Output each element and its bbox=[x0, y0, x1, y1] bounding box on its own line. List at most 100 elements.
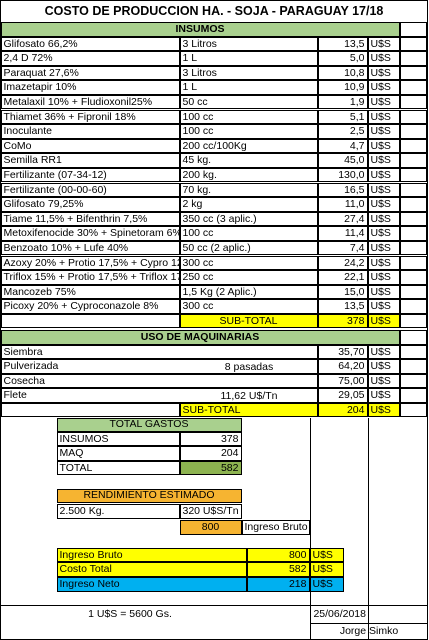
item-unit: U$S bbox=[367, 255, 400, 271]
empty-cell bbox=[399, 284, 427, 300]
empty-cell bbox=[399, 36, 427, 52]
item-unit: U$S bbox=[367, 124, 400, 139]
machine-value: 75,00 bbox=[317, 373, 368, 389]
machine-name: Cosecha bbox=[0, 373, 318, 389]
item-name: Fertilizante (00-00-60) bbox=[0, 182, 180, 198]
total-value: 378 bbox=[179, 431, 242, 447]
item-unit: U$S bbox=[367, 80, 400, 95]
exchange-rate: 1 U$S = 5600 Gs. bbox=[88, 608, 172, 621]
empty-cell bbox=[399, 313, 427, 329]
item-value: 24,2 bbox=[317, 255, 368, 271]
empty-cell bbox=[399, 94, 427, 110]
item-unit: U$S bbox=[367, 153, 400, 168]
subtotal-label: SUB-TOTAL bbox=[179, 402, 318, 418]
item-value: 11,4 bbox=[317, 226, 368, 241]
item-qty: 200 kg. bbox=[179, 167, 318, 183]
border bbox=[0, 0, 428, 1]
empty-cell bbox=[399, 299, 427, 314]
summary-label: Ingreso Neto bbox=[56, 577, 247, 592]
machine-unit: U$S bbox=[367, 388, 400, 403]
item-value: 2,5 bbox=[317, 124, 368, 139]
subtotal-unit: U$S bbox=[367, 402, 400, 418]
empty-cell bbox=[399, 344, 427, 360]
empty-cell bbox=[399, 240, 427, 256]
empty-cell bbox=[399, 388, 427, 403]
machine-name: Flete bbox=[0, 388, 318, 403]
empty-cell bbox=[399, 80, 427, 95]
empty-cell bbox=[399, 402, 427, 418]
item-qty: 250 cc bbox=[179, 270, 318, 285]
title: COSTO DE PRODUCCION HA. - SOJA - PARAGUA… bbox=[44, 3, 384, 18]
machine-name: Pulverizada bbox=[0, 359, 318, 374]
item-qty: 300 cc bbox=[179, 255, 318, 271]
grid-line bbox=[310, 418, 311, 640]
section-header: RENDIMIENTO ESTIMADO bbox=[56, 488, 242, 503]
item-qty: 70 kg. bbox=[179, 182, 318, 198]
item-value: 11,0 bbox=[317, 197, 368, 212]
total-label: MAQ bbox=[56, 446, 180, 461]
total-value: 204 bbox=[179, 446, 242, 461]
item-qty: 2 kg bbox=[179, 197, 318, 212]
summary-unit: U$S bbox=[309, 547, 344, 563]
summary-unit: U$S bbox=[309, 562, 344, 578]
summary-label: Costo Total bbox=[56, 562, 247, 578]
item-qty: 3 Litros bbox=[179, 36, 318, 52]
item-name: CoMo bbox=[0, 138, 180, 154]
item-qty: 50 cc bbox=[179, 94, 318, 110]
section-header: USO DE MAQUINARIAS bbox=[0, 329, 400, 345]
machine-value: 64,20 bbox=[317, 359, 368, 374]
item-value: 45,0 bbox=[317, 153, 368, 168]
empty-cell bbox=[399, 109, 427, 125]
subtotal-value: 204 bbox=[317, 402, 368, 418]
item-qty: 1,5 Kg (2 Aplic.) bbox=[179, 284, 318, 300]
date: 25/06/2018 bbox=[313, 608, 366, 621]
item-unit: U$S bbox=[367, 138, 400, 154]
total-label: TOTAL bbox=[56, 460, 180, 476]
item-value: 15,0 bbox=[317, 284, 368, 300]
empty-cell bbox=[0, 313, 180, 329]
price: 320 U$S/Tn bbox=[179, 503, 242, 519]
item-value: 13,5 bbox=[317, 36, 368, 52]
result-label: Ingreso Bruto bbox=[241, 519, 310, 535]
grid-line bbox=[310, 623, 428, 624]
item-qty: 350 cc (3 aplic.) bbox=[179, 211, 318, 227]
summary-unit: U$S bbox=[309, 577, 344, 592]
item-qty: 50 cc (2 aplic.) bbox=[179, 240, 318, 256]
item-name: Metalaxil 10% + Fludioxonil25% bbox=[0, 94, 180, 110]
item-name: Azoxy 20% + Protio 17,5% + Cypro 12% bbox=[0, 255, 180, 271]
item-value: 1,9 bbox=[317, 94, 368, 110]
item-value: 4,7 bbox=[317, 138, 368, 154]
item-name: Inoculante bbox=[0, 124, 180, 139]
item-qty: 100 cc bbox=[179, 226, 318, 241]
item-unit: U$S bbox=[367, 182, 400, 198]
item-qty: 1 L bbox=[179, 80, 318, 95]
empty-cell bbox=[399, 153, 427, 168]
item-unit: U$S bbox=[367, 167, 400, 183]
item-unit: U$S bbox=[367, 109, 400, 125]
machine-unit: U$S bbox=[367, 373, 400, 389]
item-unit: U$S bbox=[367, 299, 400, 314]
empty-cell bbox=[399, 167, 427, 183]
summary-label: Ingreso Bruto bbox=[56, 547, 247, 563]
empty-cell bbox=[399, 211, 427, 227]
item-value: 13,5 bbox=[317, 299, 368, 314]
summary-value: 218 bbox=[246, 577, 310, 592]
item-unit: U$S bbox=[367, 36, 400, 52]
empty-cell bbox=[399, 65, 427, 81]
grid-line bbox=[368, 418, 369, 640]
summary-value: 582 bbox=[246, 562, 310, 578]
item-unit: U$S bbox=[367, 94, 400, 110]
item-value: 7,4 bbox=[317, 240, 368, 256]
machine-name: Siembra bbox=[0, 344, 318, 360]
item-value: 5,0 bbox=[317, 51, 368, 66]
empty-cell bbox=[399, 329, 427, 345]
author: Jorge Simko bbox=[339, 625, 399, 638]
item-qty: 1 L bbox=[179, 51, 318, 66]
machine-detail: 11,62 U$/Tn bbox=[220, 389, 278, 402]
item-name: Glifosato 79,25% bbox=[0, 197, 180, 212]
grid-line bbox=[0, 605, 428, 606]
item-value: 130,0 bbox=[317, 167, 368, 183]
empty-cell bbox=[399, 226, 427, 241]
item-qty: 300 cc bbox=[179, 299, 318, 314]
